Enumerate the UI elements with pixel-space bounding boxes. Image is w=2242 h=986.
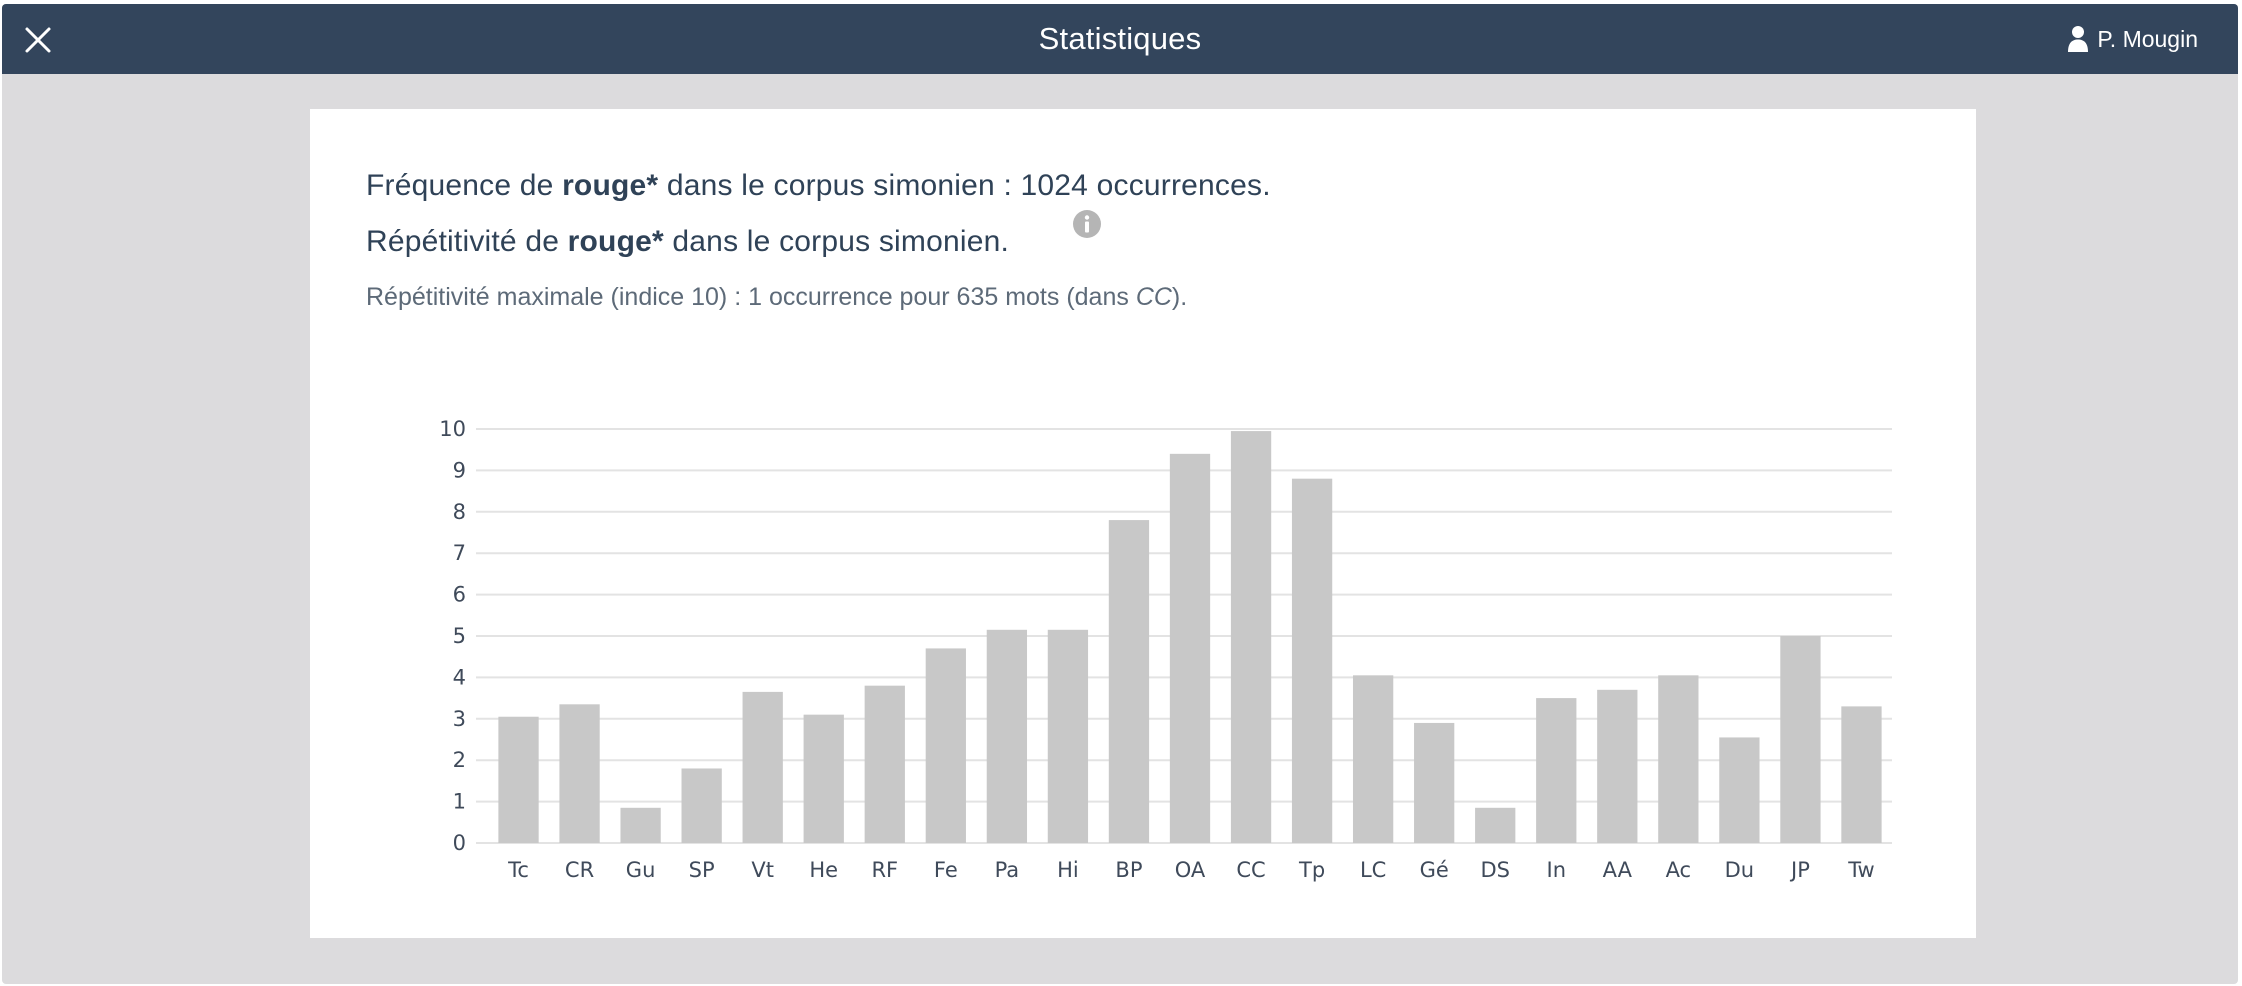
y-tick-label: 6 — [453, 583, 466, 607]
info-icon[interactable] — [1072, 209, 1102, 239]
x-tick-label: AA — [1603, 858, 1633, 882]
bar-He[interactable] — [803, 714, 844, 843]
frequency-suffix: dans le corpus simonien : 1024 occurrenc… — [658, 169, 1271, 202]
bar-LC[interactable] — [1352, 675, 1394, 843]
x-tick-label: Fe — [934, 858, 958, 882]
bar-JP[interactable] — [1780, 636, 1821, 843]
y-tick-label: 5 — [453, 624, 466, 648]
x-tick-label: CR — [565, 858, 594, 882]
x-tick-label: Pa — [995, 858, 1020, 882]
x-tick-label: JP — [1789, 858, 1810, 882]
bar-CR[interactable] — [559, 704, 600, 843]
chart-bars — [498, 431, 1882, 843]
frequency-line: Fréquence de rouge* dans le corpus simon… — [366, 169, 1271, 203]
user-icon — [2068, 26, 2089, 52]
x-tick-label: Tw — [1847, 858, 1875, 882]
x-tick-label: CC — [1236, 858, 1265, 882]
close-icon — [25, 27, 51, 53]
y-tick-label: 1 — [453, 790, 466, 814]
x-tick-label: Gu — [626, 858, 656, 882]
repetitivity-term: rouge* — [567, 225, 664, 258]
bar-Tc[interactable] — [498, 716, 539, 843]
statistics-panel: Fréquence de rouge* dans le corpus simon… — [310, 109, 1976, 938]
bar-RF[interactable] — [864, 685, 905, 843]
bar-Tp[interactable] — [1291, 478, 1333, 843]
max-suffix: ). — [1171, 283, 1188, 311]
bar-Du[interactable] — [1719, 737, 1760, 843]
bar-Ac[interactable] — [1658, 675, 1699, 843]
bar-Gé[interactable] — [1414, 722, 1455, 843]
bar-DS[interactable] — [1475, 807, 1516, 843]
y-tick-label: 0 — [453, 831, 466, 855]
chart-x-ticks: Tc CR Gu SP Vt He RF Fe Pa Hi BP OA CC Tp LC Gé DS In AA Ac… — [507, 858, 1875, 882]
x-tick-label: Tc — [507, 858, 529, 882]
page-title: Statistiques — [1038, 21, 1202, 56]
bar-Fe[interactable] — [925, 648, 966, 843]
bar-CC[interactable] — [1230, 431, 1272, 843]
bar-OA[interactable] — [1169, 453, 1211, 843]
repetitivity-line: Répétitivité de rouge* dans le corpus si… — [366, 225, 1009, 259]
repetitivity-prefix: Répétitivité de — [366, 225, 568, 258]
x-tick-label: OA — [1175, 858, 1206, 882]
bar-Tw[interactable] — [1841, 706, 1882, 843]
frequency-prefix: Fréquence de — [366, 169, 563, 202]
close-button[interactable] — [16, 18, 60, 62]
x-tick-label: LC — [1360, 858, 1386, 882]
bar-AA[interactable] — [1597, 689, 1638, 843]
bar-Hi[interactable] — [1047, 629, 1089, 843]
x-tick-label: Vt — [751, 858, 774, 882]
max-work: CC — [1135, 283, 1172, 311]
y-tick-label: 10 — [439, 417, 466, 441]
bar-Pa[interactable] — [986, 629, 1028, 843]
x-tick-label: Du — [1725, 858, 1754, 882]
y-tick-label: 4 — [453, 665, 466, 689]
max-prefix: Répétitivité maximale (indice 10) : 1 oc… — [366, 283, 1136, 311]
y-tick-label: 8 — [453, 500, 466, 524]
bar-In[interactable] — [1536, 698, 1577, 843]
max-repetitivity-line: Répétitivité maximale (indice 10) : 1 oc… — [366, 283, 1187, 312]
top-bar: Statistiques P. Mougin — [2, 4, 2238, 74]
chart-y-ticks: 0 1 2 3 4 5 6 7 8 9 10 — [439, 417, 466, 855]
frequency-term: rouge* — [562, 169, 659, 202]
bar-Vt[interactable] — [742, 691, 783, 843]
repetitivity-suffix: dans le corpus simonien. — [663, 225, 1010, 258]
x-tick-label: Hi — [1057, 858, 1079, 882]
x-tick-label: BP — [1115, 858, 1142, 882]
bar-BP[interactable] — [1108, 520, 1150, 843]
x-tick-label: DS — [1480, 858, 1510, 882]
x-tick-label: RF — [871, 858, 898, 882]
x-tick-label: Ac — [1666, 858, 1692, 882]
user-name: P. Mougin — [2097, 25, 2198, 52]
bar-SP[interactable] — [681, 768, 722, 843]
y-tick-label: 9 — [453, 458, 466, 482]
user-menu[interactable]: P. Mougin — [2067, 4, 2198, 74]
y-tick-label: 3 — [453, 707, 466, 731]
x-tick-label: Gé — [1420, 858, 1449, 882]
y-tick-label: 7 — [453, 541, 466, 565]
statistics-window: Statistiques P. Mougin Fréquence de roug… — [2, 4, 2238, 984]
x-tick-label: SP — [689, 858, 715, 882]
bar-Gu[interactable] — [620, 807, 661, 843]
x-tick-label: He — [809, 858, 838, 882]
x-tick-label: In — [1547, 858, 1567, 882]
y-tick-label: 2 — [453, 748, 466, 772]
x-tick-label: Tp — [1298, 858, 1325, 882]
